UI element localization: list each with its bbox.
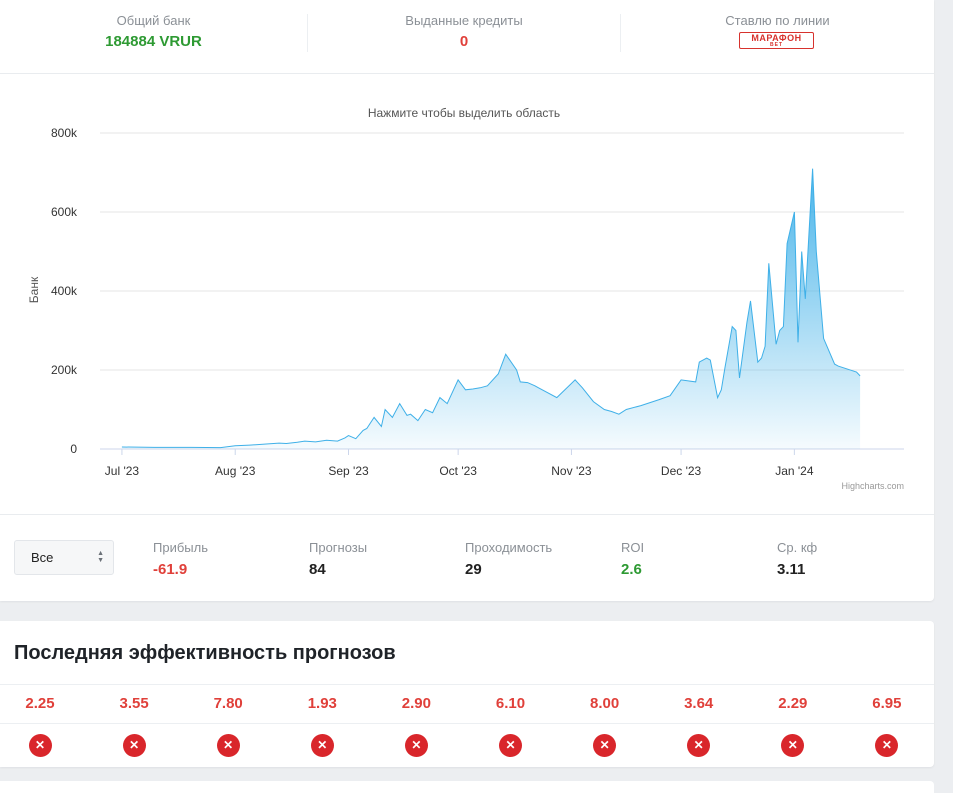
- credits-label: Выданные кредиты: [405, 13, 523, 28]
- roi-value: 2.6: [621, 561, 642, 578]
- cross-icon[interactable]: ✕: [28, 734, 52, 757]
- x-tick-label: Oct '23: [439, 464, 477, 478]
- stats-card: Общий банк 184884 VRUR Выданные кредиты …: [0, 0, 934, 601]
- x-tick-label: Nov '23: [551, 464, 592, 478]
- x-axis-labels: Jul '23 Aug '23 Sep '23 Oct '23 Nov '23 Dec '…: [105, 449, 814, 478]
- sort-arrows-icon: ▲ ▼: [97, 550, 104, 564]
- logo-text: МАРАФОН: [751, 33, 802, 43]
- series-line[interactable]: [121, 168, 861, 449]
- performance-title: Последняя эффективность прогнозов: [14, 642, 396, 664]
- profit-label: Прибыль: [153, 540, 208, 555]
- avg-odds-metric: Ср. кф 3.11: [777, 540, 817, 578]
- y-tick-label: 0: [70, 442, 77, 456]
- line-stat: Ставлю по линии: [621, 0, 934, 74]
- marathonbet-logo[interactable]: МАРАФОН BET: [739, 32, 814, 49]
- chart-title[interactable]: Нажмите чтобы выделить область: [368, 106, 560, 120]
- avg-odds-label: Ср. кф: [777, 540, 818, 555]
- prediction-odds: 2.25: [25, 695, 55, 712]
- divider: [620, 14, 621, 52]
- avg-odds-value: 3.11: [777, 561, 806, 578]
- x-tick-label: Sep '23: [328, 464, 369, 478]
- bank-chart[interactable]: Нажмите чтобы выделить область Банк 0 200…: [0, 74, 934, 514]
- x-tick-label: Jul '23: [105, 464, 140, 478]
- y-tick-label: 400k: [51, 284, 78, 298]
- y-tick-label: 800k: [51, 126, 78, 140]
- cross-icon[interactable]: ✕: [404, 734, 428, 757]
- prediction-odds: 3.64: [684, 695, 714, 712]
- cross-icon[interactable]: ✕: [499, 734, 522, 757]
- y-tick-label: 600k: [51, 205, 78, 219]
- stats-header: Общий банк 184884 VRUR Выданные кредиты …: [0, 0, 934, 74]
- bank-stat: Общий банк 184884 VRUR: [0, 0, 307, 74]
- credits-stat: Выданные кредиты 0: [308, 0, 620, 74]
- period-select-value: Все: [31, 550, 54, 565]
- cross-icon[interactable]: ✕: [781, 734, 805, 757]
- prediction-odds: 8.00: [589, 695, 620, 712]
- credits-value: 0: [459, 33, 469, 50]
- pass-value: 29: [465, 561, 482, 578]
- y-tick-label: 200k: [51, 363, 78, 377]
- tips-label: Прогнозы: [309, 540, 368, 555]
- roi-label: ROI: [621, 540, 645, 555]
- roi-metric: ROI 2.6: [621, 540, 644, 578]
- series-area[interactable]: [121, 168, 861, 449]
- pass-label: Проходимость: [465, 540, 553, 555]
- prediction-odds: 2.90: [401, 695, 431, 712]
- logo-subtext: BET: [770, 42, 783, 48]
- performance-card: Последняя эффективность прогнозов 2.25 ✕ 3…: [0, 621, 934, 767]
- cross-icon[interactable]: ✕: [122, 734, 146, 757]
- prediction-odds: 3.55: [119, 695, 149, 712]
- x-tick-label: Jan '24: [775, 464, 814, 478]
- prediction-odds: 6.95: [872, 695, 902, 712]
- cross-icon[interactable]: ✕: [216, 734, 240, 757]
- divider: [0, 684, 934, 685]
- cross-icon[interactable]: ✕: [875, 734, 899, 757]
- cross-icon[interactable]: ✕: [593, 734, 617, 757]
- tips-metric: Прогнозы 84: [309, 540, 367, 578]
- bank-label: Общий банк: [116, 13, 191, 28]
- y-axis-labels: 0 200k 400k 600k 800k: [51, 126, 78, 456]
- profit-value: -61.9: [153, 561, 188, 578]
- bank-value: 184884 VRUR: [105, 33, 202, 50]
- tips-value: 84: [309, 561, 326, 578]
- period-select[interactable]: Все ▲ ▼: [14, 540, 114, 575]
- filter-row: Все ▲ ▼ Прибыль -61.9 Прогнозы 84 Проходи…: [0, 514, 934, 601]
- cross-icon[interactable]: ✕: [687, 734, 711, 757]
- prediction-odds: 7.80: [213, 695, 243, 712]
- prediction-odds: 2.29: [778, 695, 808, 712]
- next-card: [0, 781, 934, 793]
- x-tick-label: Aug '23: [215, 464, 256, 478]
- credits-link[interactable]: Highcharts.com: [841, 481, 904, 491]
- cross-icon[interactable]: ✕: [310, 734, 334, 757]
- pass-metric: Проходимость 29: [465, 540, 552, 578]
- divider: [0, 723, 934, 724]
- divider: [307, 14, 308, 52]
- x-tick-label: Dec '23: [661, 464, 702, 478]
- prediction-odds: 6.10: [495, 695, 526, 712]
- y-axis-title: Банк: [27, 276, 41, 303]
- prediction-odds: 1.93: [307, 695, 337, 712]
- line-label: Ставлю по линии: [725, 13, 830, 28]
- profit-metric: Прибыль -61.9: [153, 540, 208, 578]
